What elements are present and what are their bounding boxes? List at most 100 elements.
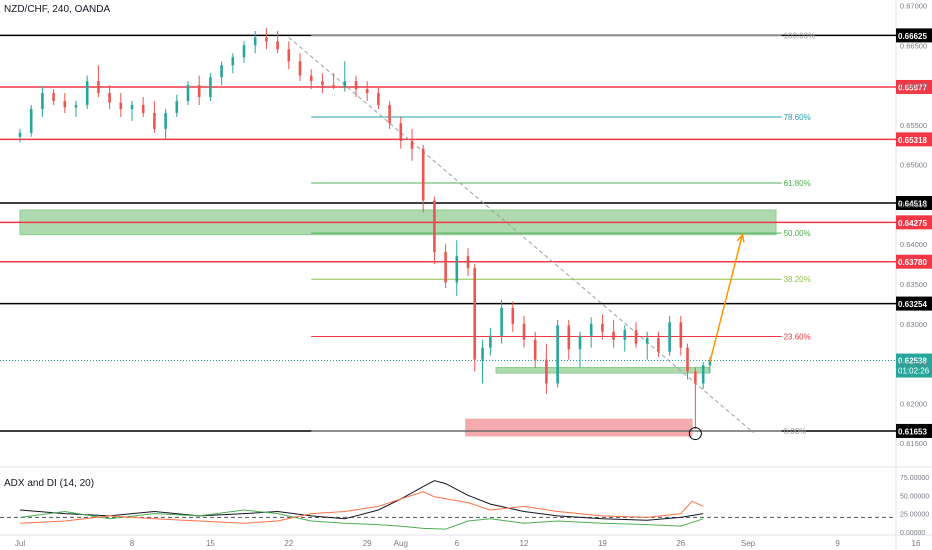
- candle-body: [186, 85, 190, 102]
- candle-body: [657, 338, 660, 352]
- candle-body: [253, 37, 257, 46]
- y-tick-label: 0.66500: [900, 41, 927, 50]
- di-minus-line: [19, 491, 704, 524]
- x-tick-label: Aug: [394, 539, 408, 548]
- candle-body: [242, 45, 246, 58]
- candle-body: [545, 359, 548, 384]
- candle-body: [298, 61, 302, 76]
- candle-body: [601, 323, 604, 332]
- level-label: 0.61653: [898, 427, 927, 436]
- candle-body: [108, 93, 111, 103]
- countdown-label: 01:02:26: [898, 367, 930, 376]
- candle-body: [473, 268, 477, 360]
- candle-body: [74, 105, 78, 108]
- level-label-bg: [896, 79, 932, 94]
- projection-arrow-line: [709, 234, 744, 363]
- y-tick-label: 0.64000: [900, 240, 927, 249]
- adx-tick-label: 75.00000: [900, 475, 929, 482]
- candle-body: [97, 81, 100, 94]
- x-tick-label: 12: [520, 539, 529, 548]
- candle-body: [377, 93, 380, 106]
- candle-body: [500, 307, 503, 336]
- candle-body: [694, 371, 697, 384]
- fib-label: 0.00%: [784, 427, 807, 436]
- x-tick-label: 26: [676, 539, 685, 548]
- candle-body: [130, 105, 134, 109]
- candle-body: [578, 335, 582, 350]
- y-tick-label: 0.67000: [900, 2, 927, 11]
- candle-body: [433, 200, 436, 253]
- adx-tick-label: 50.00000: [900, 493, 929, 500]
- y-tick-label: 0.63000: [900, 320, 927, 329]
- y-tick-label: 0.63500: [900, 280, 927, 289]
- level-label: 0.63254: [898, 300, 927, 309]
- current-price-label: 0.62538: [898, 357, 927, 366]
- y-tick-label: 0.62000: [900, 399, 927, 408]
- candle-body: [119, 102, 123, 109]
- y-tick-label: 0.64500: [900, 200, 927, 209]
- level-label-bg: [896, 423, 932, 438]
- x-tick-label: 19: [598, 539, 607, 548]
- level-label: 0.63780: [898, 258, 927, 267]
- candle-body: [556, 325, 559, 384]
- x-tick-label: 15: [206, 539, 215, 548]
- candle-body: [41, 93, 44, 109]
- candle-body: [533, 339, 537, 360]
- adx-tick-label: 0.00000: [900, 530, 925, 537]
- x-tick-label: Sep: [741, 539, 756, 548]
- candle-body: [141, 105, 145, 113]
- level-label-bg: [896, 132, 932, 147]
- candle-body: [410, 140, 414, 149]
- level-label: 0.65318: [898, 136, 927, 145]
- candle-body: [399, 123, 403, 141]
- indicator-title: ADX and DI (14, 20): [4, 478, 95, 489]
- level-label-bg: [896, 254, 932, 269]
- y-tick-label: 0.62500: [900, 360, 927, 369]
- candle-body: [197, 85, 201, 98]
- candle-body: [634, 330, 638, 344]
- level-label: 0.64275: [898, 219, 927, 228]
- candle-body: [343, 81, 347, 87]
- x-tick-label: 8: [130, 539, 135, 548]
- y-tick-label: 0.65000: [900, 161, 927, 170]
- candle-body: [276, 41, 279, 50]
- symbol-title: NZD/CHF, 240, OANDA: [4, 4, 111, 15]
- level-label: 0.66625: [898, 32, 927, 41]
- fib-label: 50.00%: [784, 229, 811, 238]
- candle-body: [455, 256, 459, 283]
- candle-body: [567, 325, 571, 350]
- zone-red: [465, 418, 693, 437]
- projection-arrow-head: [736, 233, 745, 243]
- adx-tick-label: 25.00000: [900, 512, 929, 519]
- y-tick-label: 0.61500: [900, 439, 927, 448]
- current-price-bg: [896, 353, 932, 378]
- candle-body: [612, 331, 615, 340]
- low-circle-marker: [688, 427, 702, 441]
- candle-body: [365, 89, 369, 94]
- candle-body: [679, 322, 683, 348]
- level-label-bg: [896, 28, 932, 43]
- y-tick-label: 0.66000: [900, 81, 927, 90]
- candle-body: [309, 75, 313, 82]
- candle-body: [686, 347, 689, 372]
- x-tick-label: 9: [835, 539, 840, 548]
- x-tick-label: 16: [912, 539, 921, 548]
- candle-body: [220, 65, 223, 78]
- candle-body: [489, 335, 492, 348]
- candle-body: [29, 108, 33, 133]
- fib-label: 23.60%: [784, 333, 811, 342]
- candle-body: [63, 101, 67, 108]
- x-tick-label: Jul: [15, 539, 25, 548]
- candle-body: [589, 323, 593, 336]
- y-tick-label: 0.65500: [900, 121, 927, 130]
- candle-body: [645, 338, 649, 344]
- candle-body: [153, 112, 156, 129]
- candle-body: [708, 360, 712, 366]
- zone-green_line: [495, 367, 710, 374]
- candle-body: [321, 81, 324, 86]
- fib-label: 78.60%: [784, 113, 811, 122]
- candle-body: [623, 330, 627, 340]
- candle-body: [466, 256, 470, 269]
- candle-body: [175, 101, 179, 113]
